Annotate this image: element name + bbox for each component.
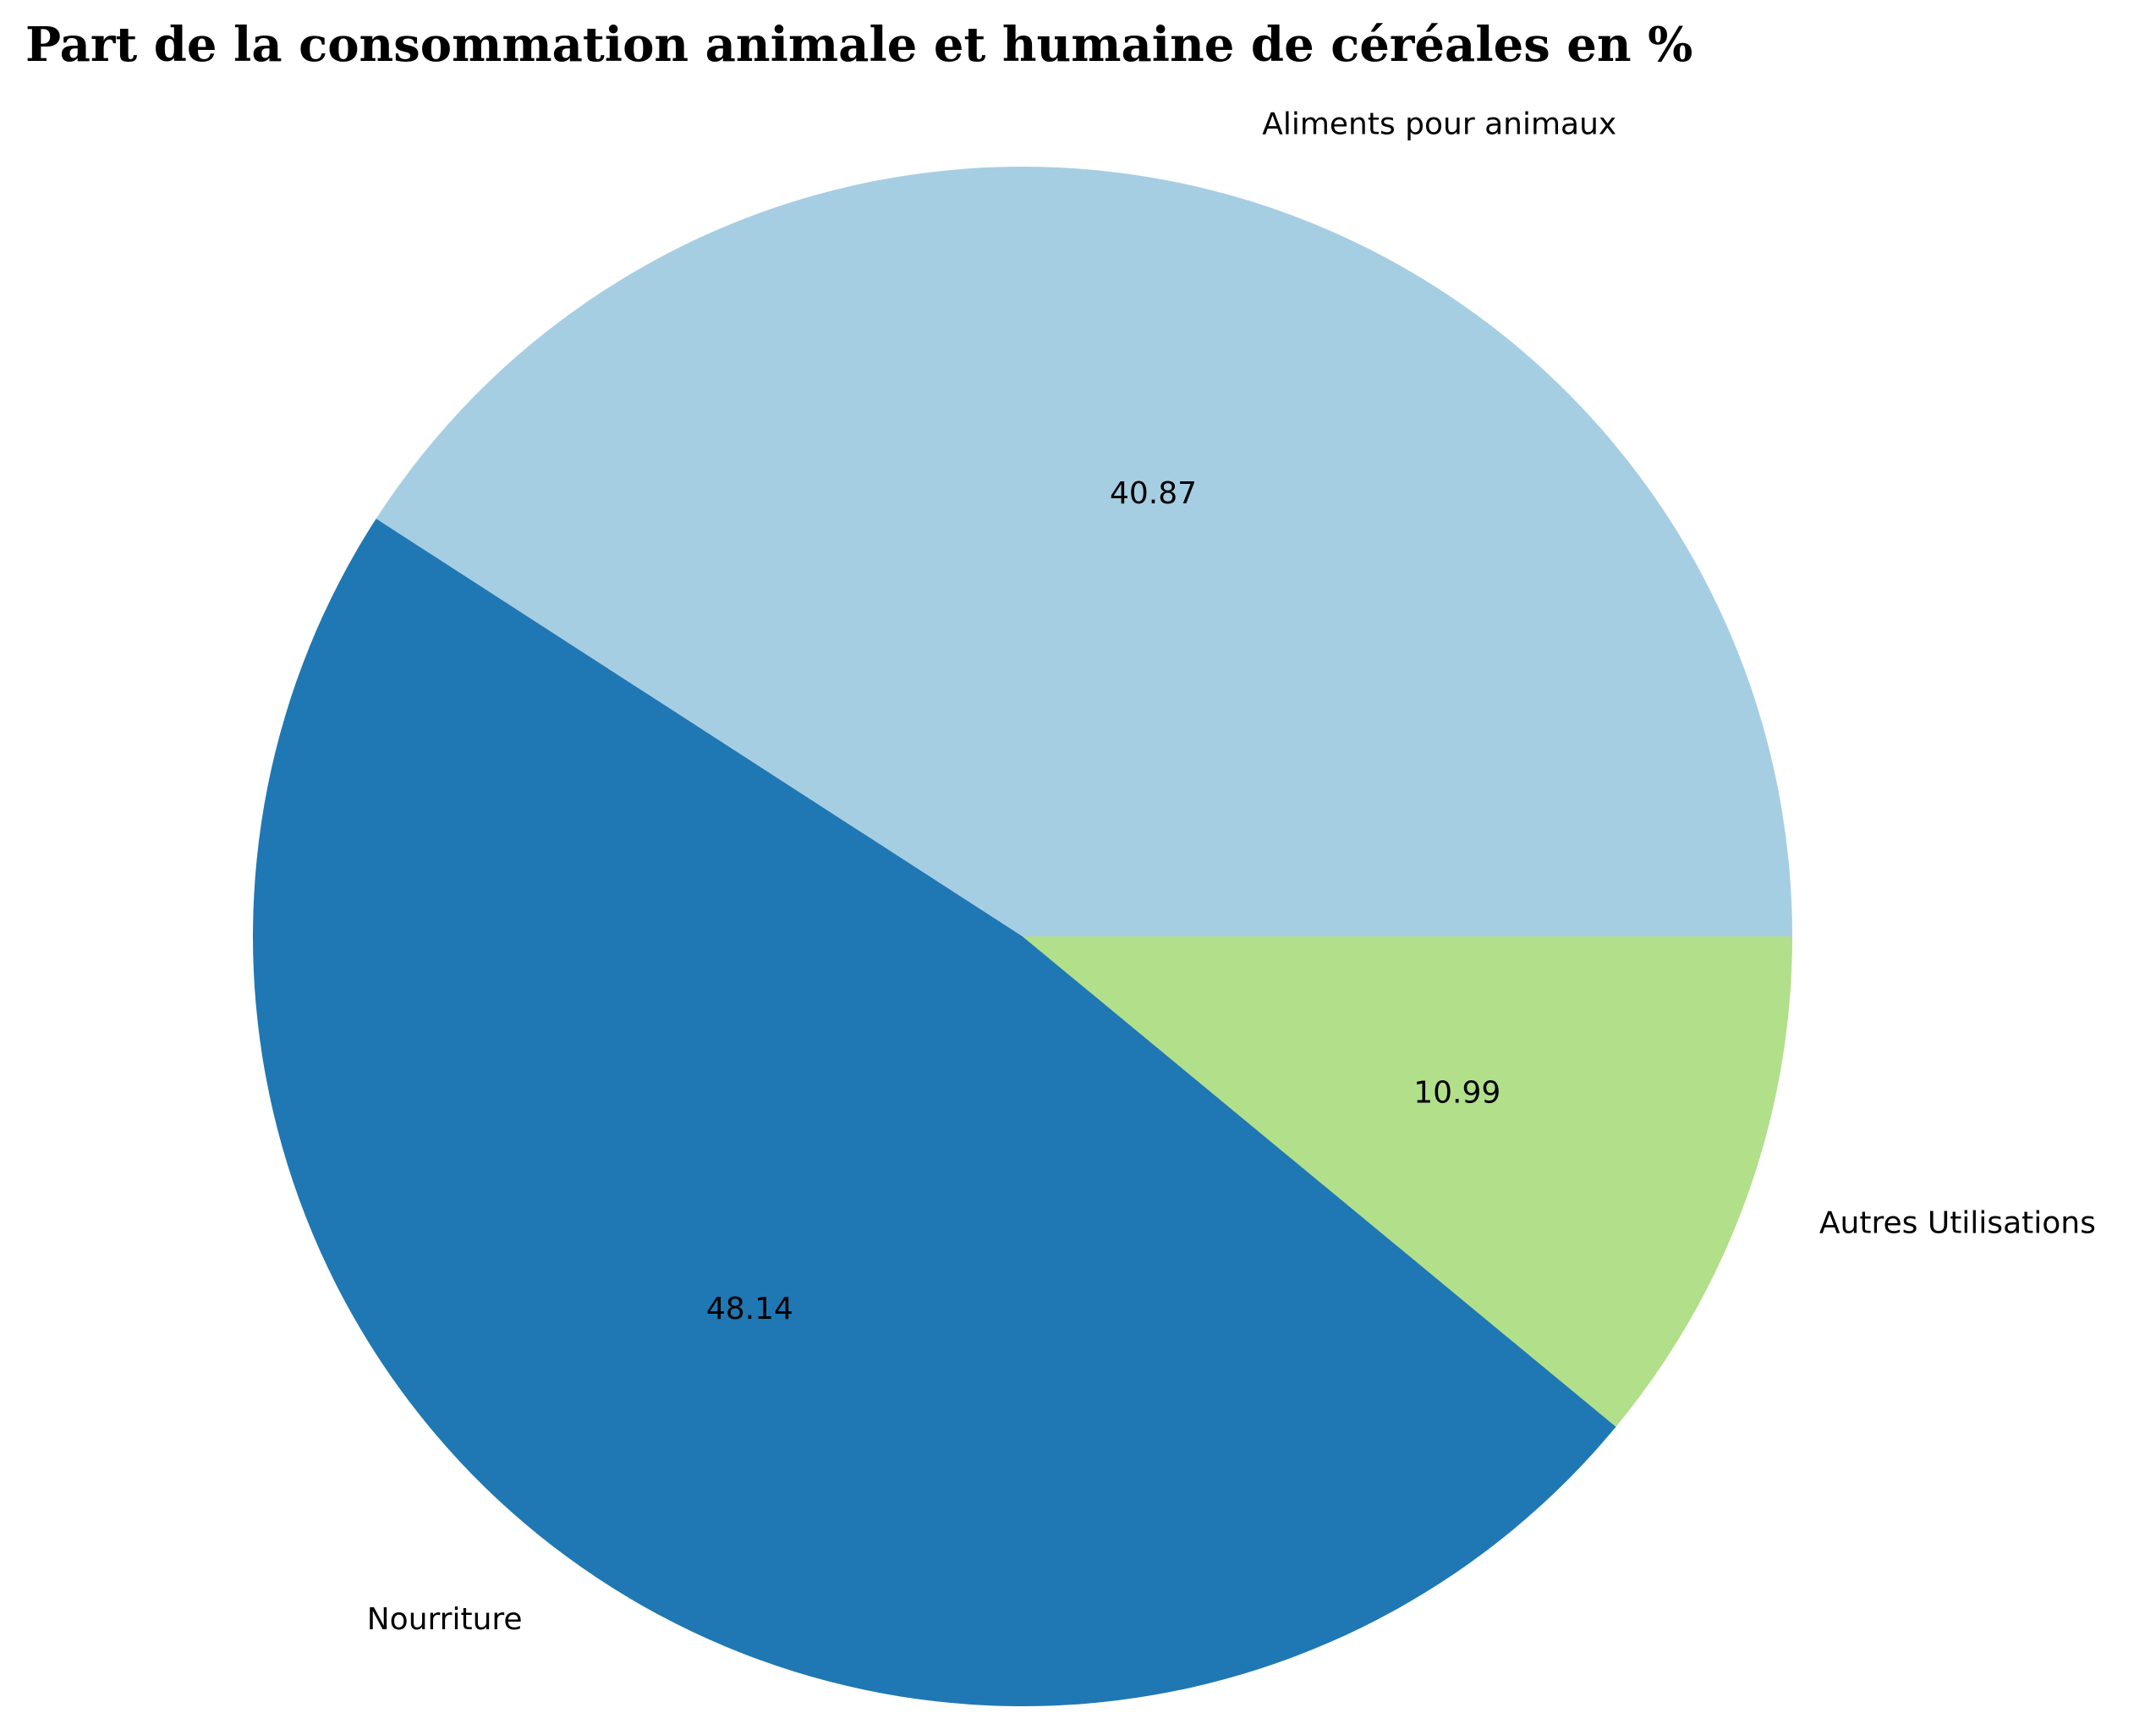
pie-slice-2 <box>253 519 1616 1707</box>
slice-category-label: Nourriture <box>367 1602 523 1637</box>
pie-slice-1 <box>376 167 1793 936</box>
slice-value-label: 48.14 <box>706 1292 793 1326</box>
slice-value-label: 40.87 <box>1110 476 1197 511</box>
pie-slice-3 <box>1023 936 1792 1427</box>
chart-title: Part de la consommation animale et humai… <box>25 17 1693 73</box>
slice-value-label: 10.99 <box>1413 1075 1500 1110</box>
slice-category-label: Autres Utilisations <box>1819 1205 2096 1240</box>
pie-slices <box>253 167 1793 1707</box>
slice-category-label: Aliments pour animaux <box>1262 107 1616 141</box>
pie-labels: Aliments pour animaux 40.87 Nourriture 48.1… <box>367 107 2096 1637</box>
